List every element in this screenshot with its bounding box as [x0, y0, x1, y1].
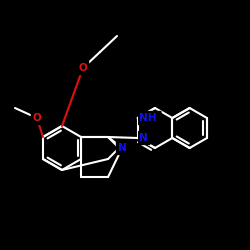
- Text: NH: NH: [139, 112, 161, 124]
- Text: NH: NH: [139, 113, 156, 123]
- Text: N: N: [139, 132, 150, 144]
- Text: O: O: [78, 62, 88, 74]
- Text: O: O: [32, 112, 42, 124]
- Text: O: O: [78, 63, 88, 73]
- Text: N: N: [116, 142, 128, 154]
- Text: N: N: [139, 133, 147, 143]
- Text: N: N: [118, 143, 126, 153]
- Text: O: O: [32, 113, 42, 123]
